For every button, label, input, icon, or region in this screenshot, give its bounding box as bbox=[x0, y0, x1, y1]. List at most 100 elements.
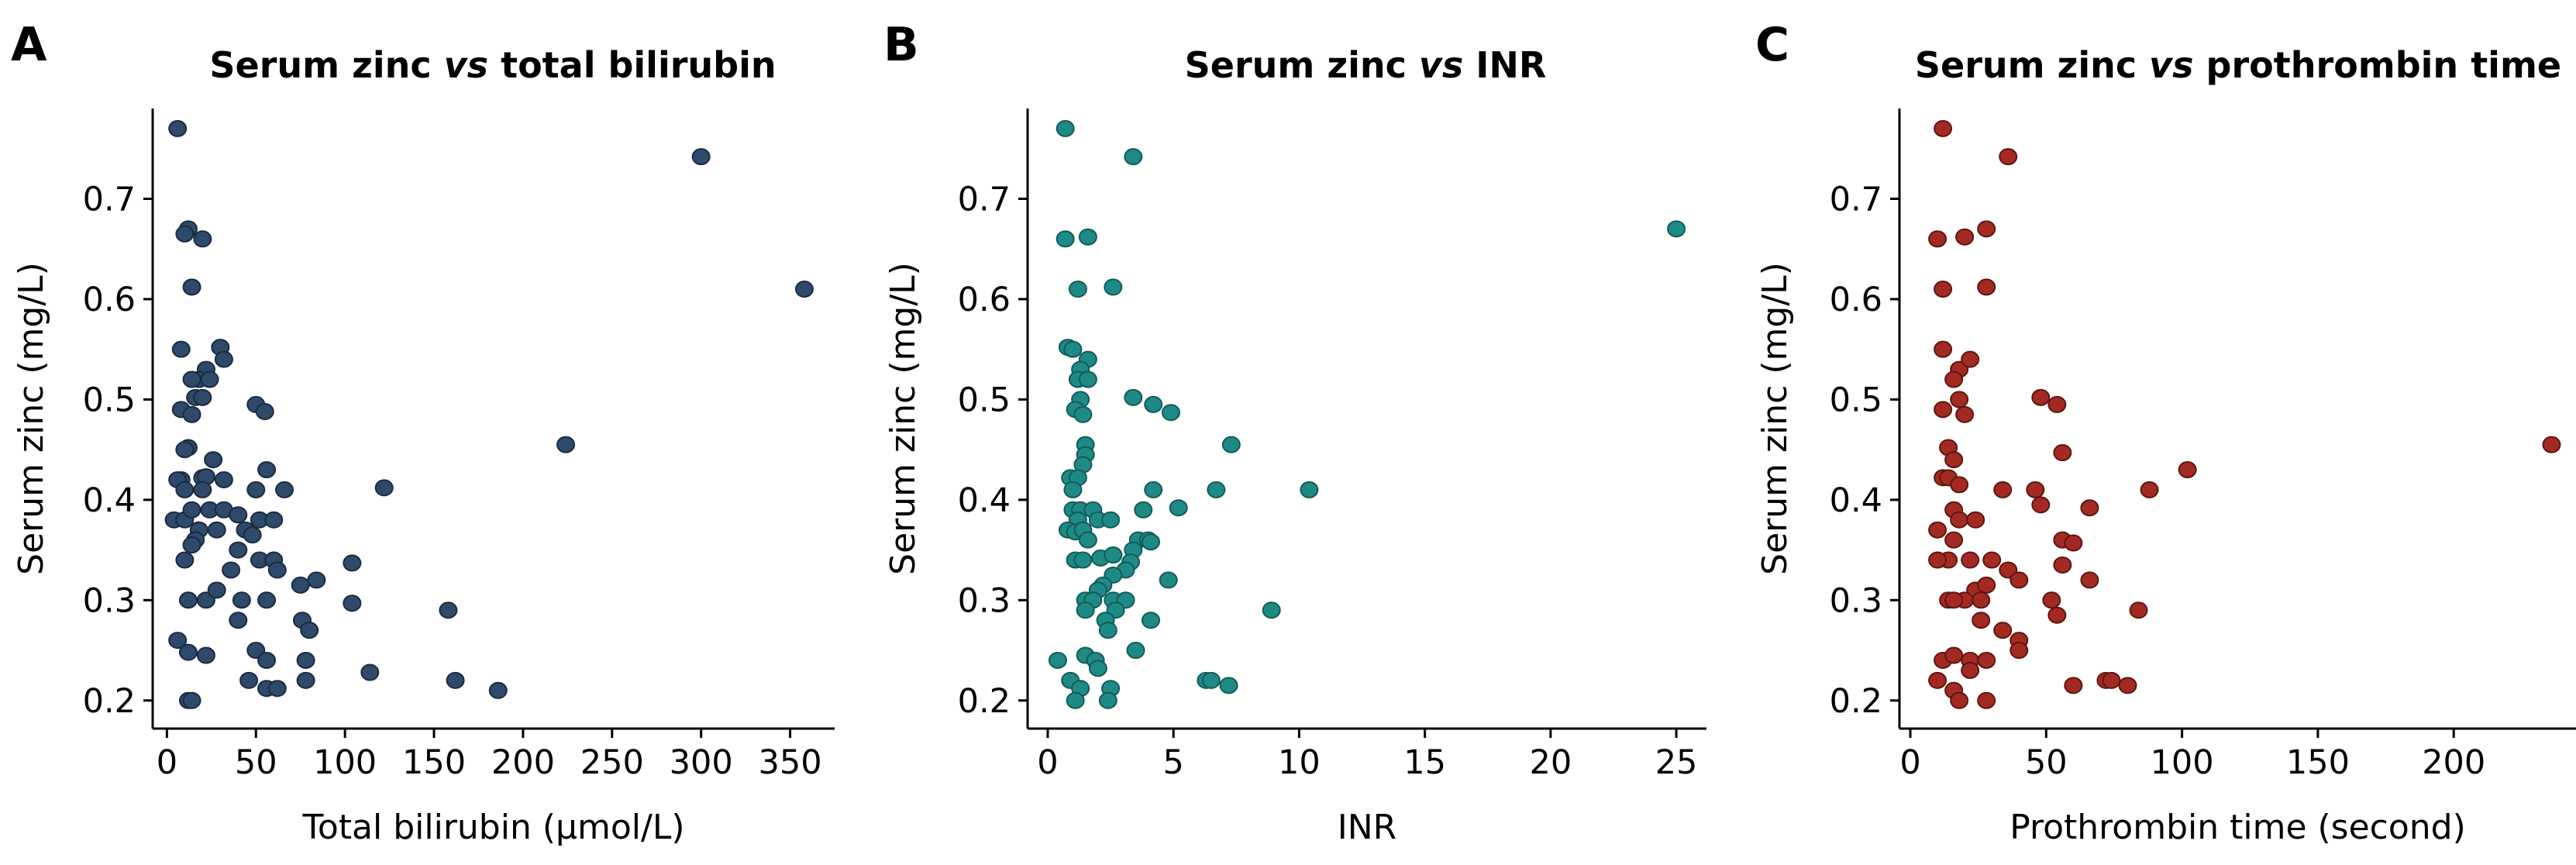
x-tick-label: 0 bbox=[1037, 743, 1058, 782]
data-point bbox=[1944, 591, 1964, 609]
title-prefix: Serum zinc bbox=[1915, 44, 2149, 86]
data-point bbox=[1219, 677, 1238, 694]
data-point bbox=[214, 350, 233, 368]
data-point bbox=[182, 691, 201, 709]
data-point bbox=[2178, 461, 2197, 479]
data-point bbox=[229, 541, 248, 559]
data-point bbox=[175, 225, 195, 243]
data-point bbox=[1078, 370, 1097, 388]
data-point bbox=[446, 671, 465, 689]
x-tick-label: 25 bbox=[1655, 743, 1698, 782]
data-point bbox=[1104, 278, 1123, 296]
data-point bbox=[207, 581, 226, 599]
data-point bbox=[1982, 551, 2002, 569]
data-point bbox=[1098, 622, 1118, 639]
x-tick-label: 200 bbox=[491, 743, 555, 782]
data-point bbox=[168, 119, 188, 137]
data-point bbox=[200, 370, 219, 388]
data-point bbox=[2064, 534, 2083, 552]
data-point bbox=[1063, 481, 1083, 498]
data-point bbox=[1977, 278, 1996, 296]
x-tick-label: 50 bbox=[235, 743, 277, 782]
y-axis-label: Serum zinc (mg/L) bbox=[1755, 262, 1795, 575]
data-point bbox=[1066, 691, 1085, 709]
data-point bbox=[1961, 661, 1980, 679]
y-tick-label: 0.5 bbox=[958, 381, 1011, 419]
data-point bbox=[1944, 531, 1964, 549]
x-tick-label: 150 bbox=[2286, 743, 2350, 782]
data-point bbox=[182, 501, 201, 519]
data-point bbox=[178, 643, 198, 661]
data-point bbox=[1977, 576, 1996, 594]
data-point bbox=[1068, 281, 1087, 298]
data-point bbox=[207, 521, 226, 539]
data-point bbox=[2140, 481, 2159, 498]
data-point bbox=[257, 591, 277, 609]
chart-title: Serum zinc vs INR bbox=[1185, 44, 1547, 86]
data-point bbox=[1950, 691, 1969, 709]
data-point bbox=[182, 405, 201, 423]
data-point bbox=[1124, 148, 1143, 166]
data-point bbox=[1098, 691, 1118, 709]
x-tick-label: 20 bbox=[1529, 743, 1572, 782]
data-point bbox=[2080, 499, 2099, 517]
chart-title: Serum zinc vs prothrombin time bbox=[1915, 44, 2561, 86]
data-point bbox=[1056, 119, 1075, 137]
data-point bbox=[2080, 571, 2099, 589]
x-axis-label: Total bilirubin (μmol/L) bbox=[301, 808, 684, 847]
data-point bbox=[2047, 395, 2067, 413]
data-point bbox=[1141, 533, 1160, 551]
data-point bbox=[204, 451, 223, 469]
chart-title: Serum zinc vs total bilirubin bbox=[209, 44, 776, 86]
data-point bbox=[2053, 444, 2072, 462]
title-prefix: Serum zinc bbox=[1185, 44, 1419, 86]
data-point bbox=[1934, 119, 1953, 137]
data-point bbox=[1056, 230, 1075, 248]
y-tick-label: 0.2 bbox=[83, 682, 136, 721]
data-point bbox=[1955, 228, 1975, 246]
data-point bbox=[1950, 511, 1969, 529]
data-point bbox=[1955, 405, 1975, 423]
y-tick-label: 0.4 bbox=[83, 481, 136, 520]
y-axis-label: Serum zinc (mg/L) bbox=[883, 262, 923, 575]
data-point bbox=[1999, 148, 2018, 166]
data-point bbox=[343, 554, 362, 572]
data-point bbox=[1078, 228, 1097, 246]
data-point bbox=[2042, 591, 2061, 609]
data-point bbox=[257, 461, 277, 479]
y-tick-label: 0.6 bbox=[1830, 281, 1882, 319]
data-point bbox=[2064, 677, 2083, 694]
data-point bbox=[1993, 481, 2013, 498]
data-point bbox=[1961, 350, 1980, 368]
data-point bbox=[182, 536, 201, 554]
title-vs: vs bbox=[2149, 44, 2193, 86]
y-tick-label: 0.6 bbox=[83, 281, 136, 319]
data-point bbox=[1076, 601, 1095, 619]
data-point bbox=[1134, 501, 1153, 519]
x-tick-label: 300 bbox=[670, 743, 733, 782]
data-point bbox=[1169, 499, 1188, 517]
data-point bbox=[556, 436, 576, 453]
data-point bbox=[1928, 521, 1947, 539]
data-point bbox=[2118, 677, 2137, 694]
data-point bbox=[1207, 481, 1226, 498]
data-point bbox=[1104, 546, 1123, 564]
data-point bbox=[1300, 481, 1319, 498]
data-point bbox=[196, 646, 215, 664]
data-point bbox=[2009, 571, 2029, 589]
title-suffix: total bilirubin bbox=[488, 44, 777, 86]
data-point bbox=[1078, 531, 1097, 549]
data-point bbox=[229, 612, 248, 629]
x-axis-label: INR bbox=[1338, 808, 1396, 847]
y-tick-label: 0.2 bbox=[1830, 682, 1882, 721]
data-point bbox=[2542, 436, 2561, 453]
y-tick-label: 0.3 bbox=[1830, 581, 1882, 620]
data-point bbox=[255, 402, 274, 420]
data-point bbox=[267, 680, 287, 698]
data-point bbox=[1999, 561, 2018, 579]
data-point bbox=[267, 561, 287, 579]
data-point bbox=[1144, 481, 1163, 498]
x-axis-label: Prothrombin time (second) bbox=[2009, 808, 2466, 847]
data-point bbox=[1141, 612, 1160, 629]
data-point bbox=[439, 601, 458, 619]
